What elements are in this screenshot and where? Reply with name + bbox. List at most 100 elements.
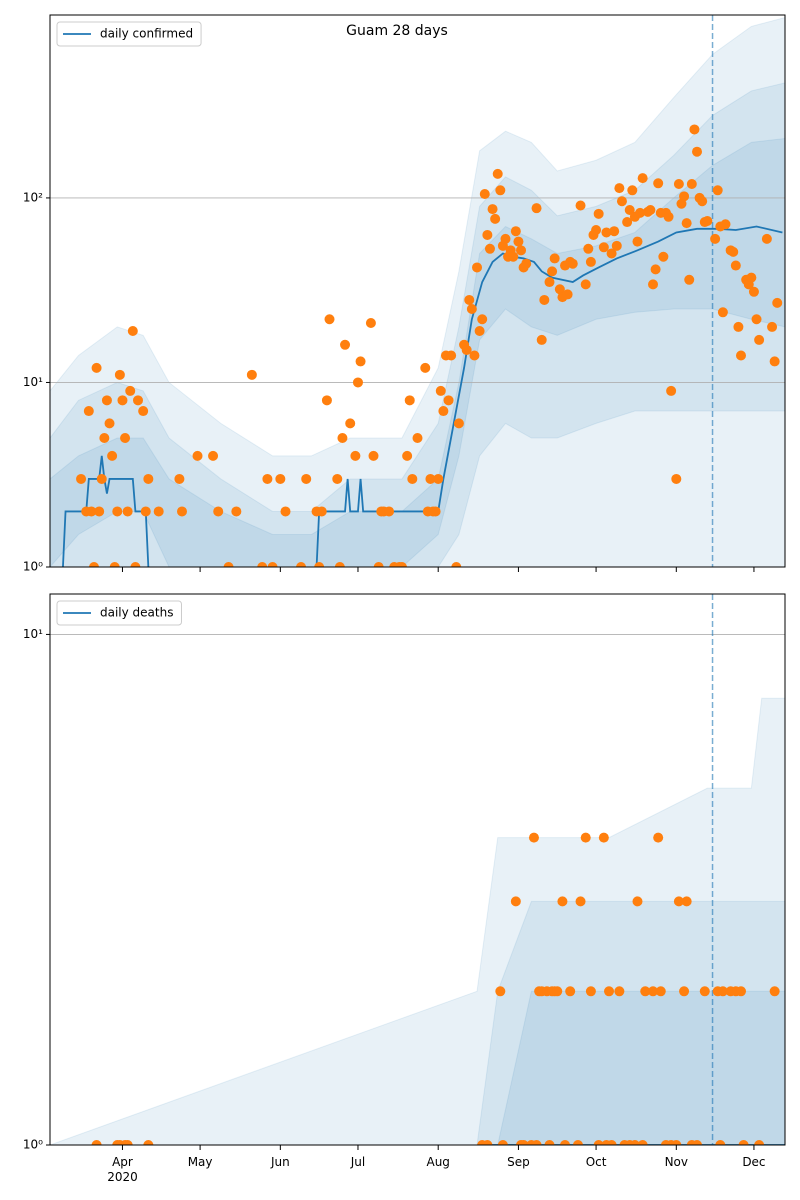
data-point — [728, 246, 739, 257]
x-tick-label: Jul — [350, 1155, 365, 1169]
tick-label-line: Dec — [742, 1155, 765, 1169]
data-point — [296, 562, 307, 567]
data-point — [352, 377, 363, 388]
data-point — [666, 385, 677, 396]
data-point — [443, 395, 454, 406]
data-point — [451, 562, 462, 567]
data-point — [497, 1140, 508, 1145]
data-point — [130, 562, 141, 567]
data-point — [435, 385, 446, 396]
data-point — [738, 1140, 749, 1145]
x-tick-label: Jun — [270, 1155, 290, 1169]
data-point — [736, 986, 747, 997]
data-point — [275, 473, 286, 484]
data-point — [575, 896, 586, 907]
data-point — [754, 1140, 765, 1145]
data-point — [733, 321, 744, 332]
data-point — [384, 506, 395, 517]
legend-box — [56, 21, 202, 47]
data-point — [114, 369, 125, 380]
data-point — [637, 1140, 648, 1145]
data-point — [754, 334, 765, 345]
data-point — [673, 896, 684, 907]
data-point — [513, 236, 524, 247]
data-point — [192, 450, 203, 461]
plot-area — [50, 594, 785, 1145]
data-point — [492, 168, 503, 179]
data-point — [257, 562, 268, 567]
data-point — [702, 215, 713, 226]
uncertainty-band — [50, 16, 785, 567]
data-point — [632, 236, 643, 247]
data-point — [132, 395, 143, 406]
tick-label-line: 2020 — [107, 1170, 138, 1184]
data-point — [686, 178, 697, 189]
data-point — [301, 473, 312, 484]
data-point — [402, 450, 413, 461]
data-point — [557, 896, 568, 907]
data-point — [430, 506, 441, 517]
data-point — [692, 1140, 703, 1145]
data-point — [717, 307, 728, 318]
tick-label-line: May — [188, 1155, 213, 1169]
data-point — [91, 362, 102, 373]
data-point — [648, 986, 659, 997]
data-point — [461, 344, 472, 355]
data-point — [464, 294, 475, 305]
data-point — [143, 1140, 154, 1145]
data-point — [138, 406, 149, 417]
data-point — [373, 562, 384, 567]
data-point — [433, 473, 444, 484]
data-point — [769, 986, 780, 997]
data-point — [585, 986, 596, 997]
data-point — [567, 258, 578, 269]
data-point — [223, 562, 234, 567]
data-point — [761, 233, 772, 244]
data-point — [324, 314, 335, 325]
data-point — [334, 562, 345, 567]
data-point — [321, 395, 332, 406]
data-point — [262, 473, 273, 484]
data-point — [267, 562, 278, 567]
data-point — [715, 1140, 726, 1145]
tick-label-line: Oct — [586, 1155, 607, 1169]
data-point — [127, 326, 138, 337]
data-point — [549, 253, 560, 264]
y-tick-label: 10⁰ — [23, 1138, 43, 1152]
data-point — [751, 314, 762, 325]
data-point — [616, 196, 627, 207]
data-point — [500, 233, 511, 244]
data-point — [510, 226, 521, 237]
data-point — [176, 506, 187, 517]
x-tick-label: Oct — [586, 1155, 607, 1169]
data-point — [539, 294, 550, 305]
data-point — [420, 362, 431, 373]
data-point — [425, 473, 436, 484]
data-point — [246, 369, 257, 380]
data-point — [521, 258, 532, 269]
data-point — [140, 506, 151, 517]
data-point — [699, 986, 710, 997]
data-point — [767, 321, 778, 332]
data-point — [580, 832, 591, 843]
data-point — [153, 506, 164, 517]
data-point — [86, 506, 97, 517]
data-point — [231, 506, 242, 517]
data-point — [96, 473, 107, 484]
x-tick-label: Dec — [742, 1155, 765, 1169]
data-point — [663, 211, 674, 222]
data-point — [593, 208, 604, 219]
data-point — [536, 334, 547, 345]
y-tick-label: 10¹ — [23, 375, 43, 389]
data-point — [477, 314, 488, 325]
axes-frame — [49, 593, 786, 1146]
data-point — [769, 356, 780, 367]
data-point — [554, 284, 565, 295]
data-point — [104, 418, 115, 429]
data-point — [614, 183, 625, 194]
data-point — [547, 266, 558, 277]
data-point — [622, 217, 633, 228]
data-point — [671, 473, 682, 484]
data-point — [314, 562, 325, 567]
